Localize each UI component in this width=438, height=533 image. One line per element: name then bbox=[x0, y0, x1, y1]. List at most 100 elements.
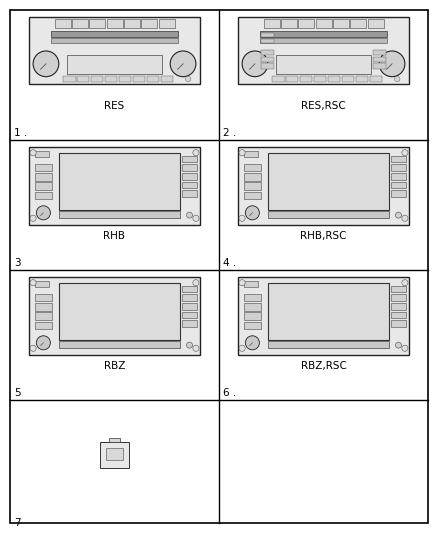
Bar bbox=[244, 312, 261, 320]
Circle shape bbox=[395, 76, 400, 82]
Bar bbox=[333, 19, 349, 28]
Circle shape bbox=[30, 345, 36, 351]
Bar bbox=[54, 19, 71, 28]
Bar bbox=[244, 303, 261, 311]
Bar bbox=[89, 19, 106, 28]
Bar bbox=[63, 76, 75, 82]
Bar bbox=[106, 448, 123, 460]
Bar bbox=[35, 151, 49, 157]
Bar bbox=[244, 191, 261, 199]
Bar bbox=[77, 76, 89, 82]
Bar bbox=[367, 19, 384, 28]
Circle shape bbox=[36, 336, 50, 350]
Bar bbox=[35, 312, 52, 320]
Circle shape bbox=[187, 212, 192, 218]
Bar bbox=[264, 19, 280, 28]
Bar bbox=[35, 281, 49, 287]
Bar bbox=[35, 191, 52, 199]
Bar bbox=[238, 277, 409, 354]
Bar bbox=[391, 295, 406, 301]
Bar bbox=[141, 19, 158, 28]
Bar bbox=[298, 19, 314, 28]
Bar bbox=[391, 320, 406, 327]
Text: 3: 3 bbox=[14, 258, 21, 268]
Bar bbox=[373, 57, 386, 62]
Bar bbox=[272, 76, 285, 82]
Bar bbox=[244, 182, 261, 190]
Bar bbox=[260, 38, 387, 43]
Bar bbox=[29, 277, 200, 354]
Text: RES: RES bbox=[104, 101, 125, 111]
Bar bbox=[314, 76, 326, 82]
Text: 4 .: 4 . bbox=[223, 258, 236, 268]
Circle shape bbox=[193, 215, 199, 221]
Bar bbox=[59, 153, 180, 211]
Bar bbox=[133, 76, 145, 82]
Bar bbox=[244, 321, 261, 329]
Circle shape bbox=[187, 342, 192, 348]
Bar bbox=[276, 55, 371, 74]
Bar bbox=[373, 63, 386, 69]
Bar bbox=[147, 76, 159, 82]
Circle shape bbox=[185, 76, 191, 82]
Bar bbox=[244, 164, 261, 172]
Circle shape bbox=[193, 280, 199, 286]
Bar bbox=[182, 320, 197, 327]
Bar bbox=[67, 55, 162, 74]
Bar bbox=[261, 34, 274, 37]
Circle shape bbox=[402, 345, 408, 351]
Text: 5: 5 bbox=[14, 388, 21, 398]
Bar bbox=[182, 190, 197, 197]
Circle shape bbox=[30, 215, 36, 221]
Circle shape bbox=[170, 51, 196, 77]
Circle shape bbox=[245, 206, 259, 220]
Text: RES,RSC: RES,RSC bbox=[301, 101, 346, 111]
Bar bbox=[244, 294, 261, 302]
Circle shape bbox=[245, 336, 259, 350]
Bar bbox=[106, 19, 123, 28]
Circle shape bbox=[396, 212, 402, 218]
Text: 7: 7 bbox=[14, 518, 21, 528]
Bar bbox=[373, 50, 386, 55]
Bar bbox=[391, 182, 406, 188]
Bar bbox=[109, 438, 120, 442]
Bar bbox=[182, 156, 197, 163]
Circle shape bbox=[402, 215, 408, 221]
Bar bbox=[29, 147, 200, 224]
Text: RBZ: RBZ bbox=[104, 361, 125, 371]
Bar bbox=[261, 39, 274, 43]
Bar bbox=[268, 153, 389, 211]
Bar bbox=[260, 31, 387, 37]
Bar bbox=[105, 76, 117, 82]
Bar bbox=[51, 31, 178, 37]
Bar bbox=[391, 286, 406, 293]
Bar bbox=[59, 341, 180, 348]
Bar bbox=[35, 294, 52, 302]
Bar bbox=[328, 76, 340, 82]
Circle shape bbox=[193, 150, 199, 156]
Circle shape bbox=[239, 150, 245, 156]
Bar bbox=[35, 321, 52, 329]
Text: RHB: RHB bbox=[103, 231, 126, 241]
Bar bbox=[268, 341, 389, 348]
Bar bbox=[35, 303, 52, 311]
Bar bbox=[182, 295, 197, 301]
Bar bbox=[59, 211, 180, 218]
Text: 1 .: 1 . bbox=[14, 128, 27, 138]
Bar bbox=[182, 173, 197, 180]
Bar bbox=[29, 17, 200, 84]
Bar bbox=[35, 164, 52, 172]
Bar bbox=[238, 147, 409, 224]
Circle shape bbox=[402, 150, 408, 156]
Text: 2 .: 2 . bbox=[223, 128, 236, 138]
Bar bbox=[268, 282, 389, 341]
Bar bbox=[244, 173, 261, 181]
Bar bbox=[391, 156, 406, 163]
Bar bbox=[59, 282, 180, 341]
Text: RHB,RSC: RHB,RSC bbox=[300, 231, 347, 241]
Text: 6 .: 6 . bbox=[223, 388, 236, 398]
Bar bbox=[182, 182, 197, 188]
Circle shape bbox=[30, 280, 36, 286]
Bar bbox=[391, 303, 406, 310]
Circle shape bbox=[36, 206, 50, 220]
